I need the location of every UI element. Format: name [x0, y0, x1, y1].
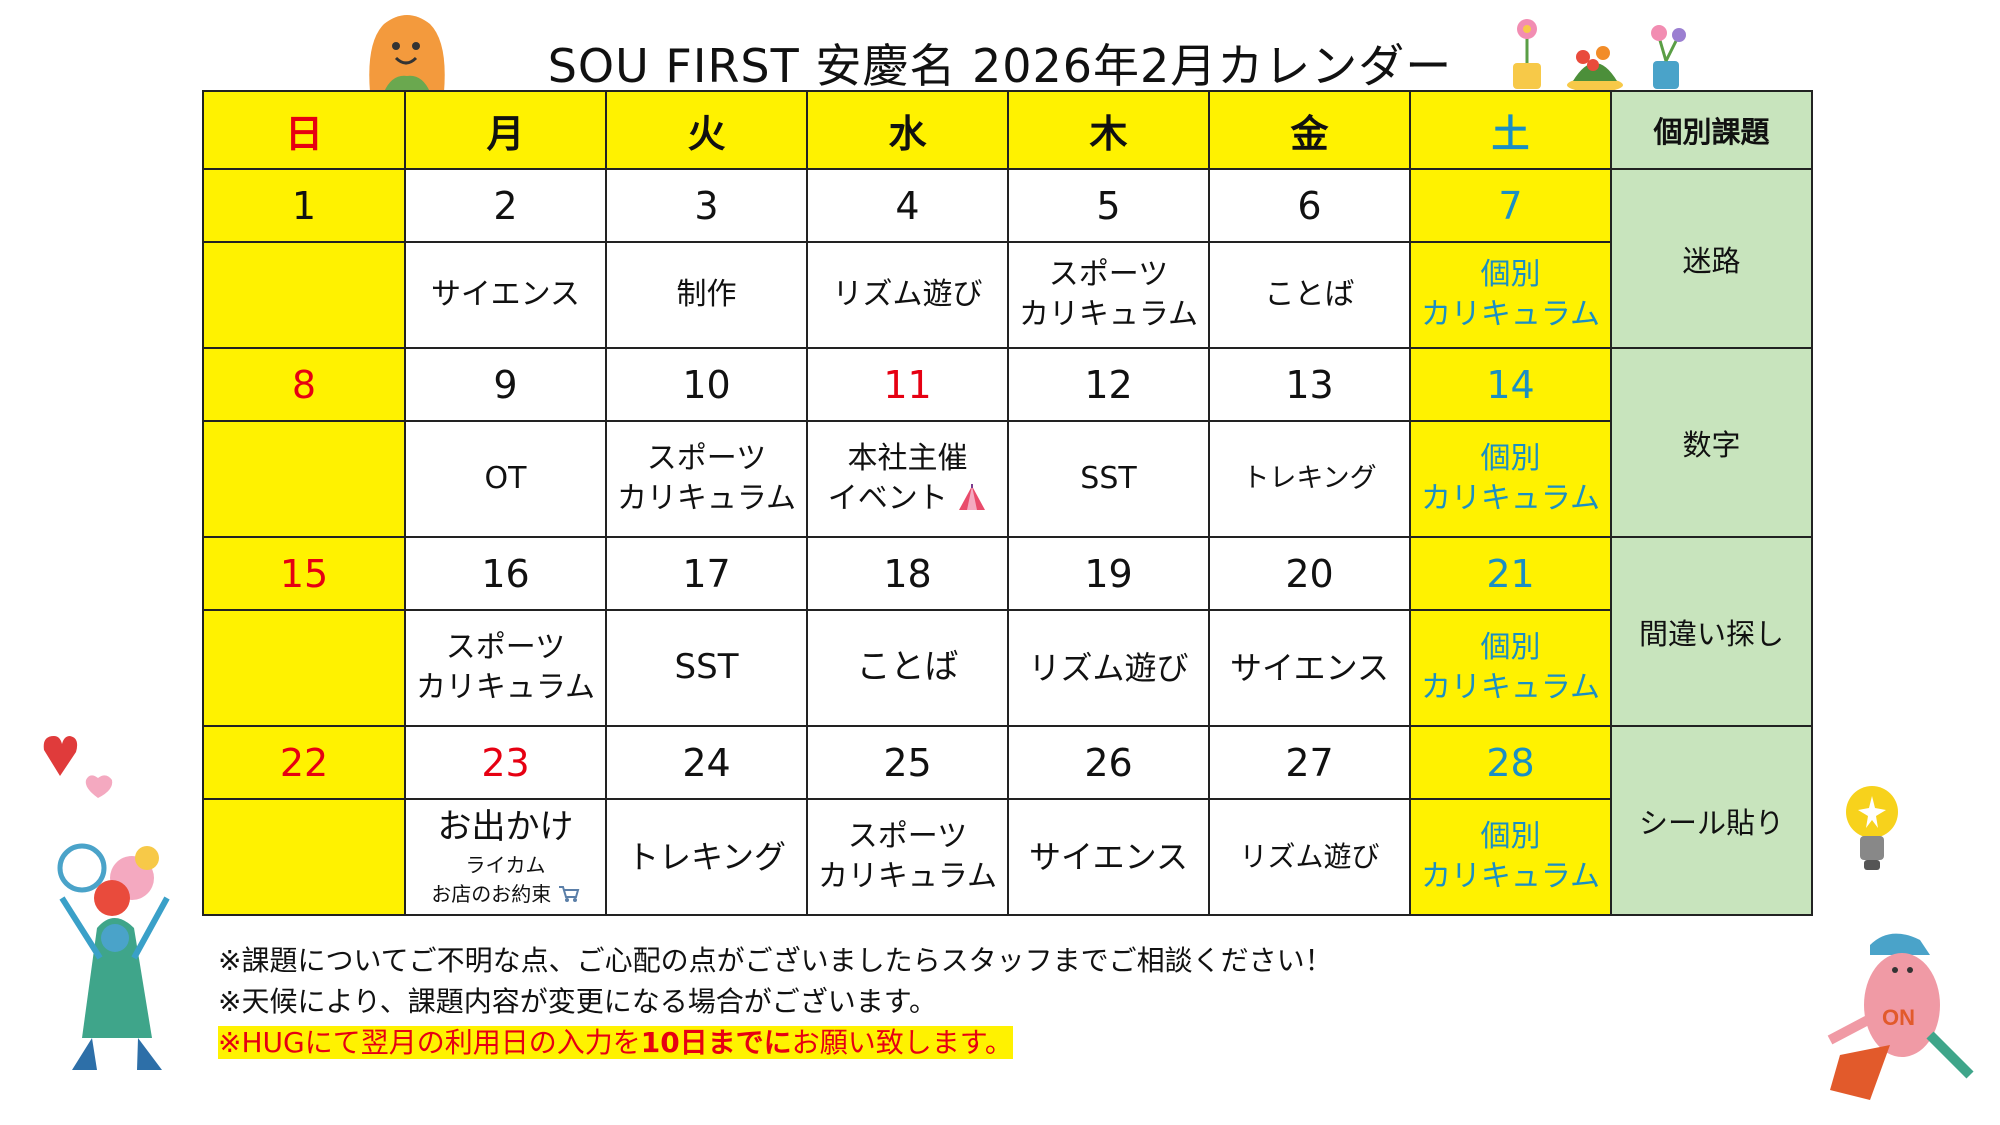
date-cell: 6: [1208, 168, 1411, 243]
activity-cell: サイエンス: [404, 241, 607, 349]
activity-cell: スポーツ カリキュラム: [605, 420, 808, 538]
activity-cell: 制作: [605, 241, 808, 349]
activity-cell: ことば: [806, 609, 1009, 727]
event-label: 本社主催 イベント: [827, 441, 968, 516]
activity-cell: 個別 カリキュラム: [1409, 798, 1612, 916]
activity-cell: トレキング: [1208, 420, 1411, 538]
activity-cell: サイエンス: [1208, 609, 1411, 727]
header-thursday: 木: [1007, 90, 1210, 170]
activity-cell: リズム遊び: [1007, 609, 1210, 727]
header-wednesday: 水: [806, 90, 1009, 170]
activity-cell: サイエンス: [1007, 798, 1210, 916]
date-cell: 27: [1208, 725, 1411, 800]
date-cell: 22: [202, 725, 406, 800]
date-cell: 11: [806, 347, 1009, 422]
header-friday: 金: [1208, 90, 1411, 170]
week-1-activities: サイエンス 制作 リズム遊び スポーツ カリキュラム ことば 個別 カリキュラム: [202, 241, 1812, 349]
date-cell: 7: [1409, 168, 1612, 243]
date-cell: 16: [404, 536, 607, 611]
date-cell: 23: [404, 725, 607, 800]
header-sunday: 日: [202, 90, 406, 170]
week-3-dates: 15 16 17 18 19 20 21 間違い探し: [202, 536, 1813, 727]
date-cell: 20: [1208, 536, 1411, 611]
empty-sunday-cell: [202, 609, 406, 727]
notes: ※課題についてご不明な点、ご心配の点がございましたらスタッフまでご相談ください！…: [218, 940, 1333, 1063]
activity-cell: 個別 カリキュラム: [1409, 241, 1612, 349]
date-cell: 13: [1208, 347, 1411, 422]
header-saturday: 土: [1409, 90, 1612, 170]
header-individual-task: 個別課題: [1610, 90, 1813, 170]
activity-cell: リズム遊び: [806, 241, 1009, 349]
circus-tent-icon: [959, 484, 986, 510]
activity-cell: スポーツ カリキュラム: [806, 798, 1009, 916]
date-cell: 2: [404, 168, 607, 243]
activity-cell: OT: [404, 420, 607, 538]
week-1-dates: 1 2 3 4 5 6 7 迷路: [202, 168, 1813, 349]
activity-cell: スポーツ カリキュラム: [1007, 241, 1210, 349]
date-cell: 21: [1409, 536, 1612, 611]
activity-cell-outing: お出かけ ライカム お店のお約束: [404, 798, 607, 916]
empty-sunday-cell: [202, 420, 406, 538]
date-cell: 17: [605, 536, 808, 611]
task-cell: 迷路: [1610, 168, 1813, 349]
week-4-activities: お出かけ ライカム お店のお約束 トレキング スポーツ カリキュラム サイエンス…: [202, 798, 1812, 916]
date-cell: 28: [1409, 725, 1612, 800]
week-4-dates: 22 23 24 25 26 27 28 シール貼り: [202, 725, 1813, 916]
header-monday: 月: [404, 90, 607, 170]
activity-cell: リズム遊び: [1208, 798, 1411, 916]
date-cell: 14: [1409, 347, 1612, 422]
date-cell: 25: [806, 725, 1009, 800]
orange-character-icon: [369, 15, 445, 92]
note-deadline: 10日までに: [640, 1026, 792, 1059]
activity-cell-event: 本社主催 イベント: [806, 420, 1009, 538]
week-3-activities: スポーツ カリキュラム SST ことば リズム遊び サイエンス 個別 カリキュラ…: [202, 609, 1812, 727]
flower-pots-icon: [1513, 19, 1686, 92]
note-line-3: ※HUGにて翌月の利用日の入力を10日までにお願い致します。: [218, 1022, 1333, 1063]
running-character-icon: ON: [1827, 933, 1974, 1100]
page-title: SOU FIRST 安慶名 2026年2月カレンダー: [547, 39, 1453, 93]
outing-detail: ライカム お店のお約束: [407, 851, 604, 909]
activity-cell: トレキング: [605, 798, 808, 916]
hearts-icon: [43, 736, 113, 798]
activity-cell: 個別 カリキュラム: [1409, 420, 1612, 538]
activity-cell: 個別 カリキュラム: [1409, 609, 1612, 727]
date-cell: 5: [1007, 168, 1210, 243]
date-cell: 8: [202, 347, 406, 422]
date-cell: 26: [1007, 725, 1210, 800]
date-cell: 19: [1007, 536, 1210, 611]
week-2-activities: OT スポーツ カリキュラム 本社主催 イベント SST トレキング 個別 カリ…: [202, 420, 1812, 538]
date-cell: 10: [605, 347, 808, 422]
note-highlight: ※HUGにて翌月の利用日の入力を10日までにお願い致します。: [218, 1026, 1013, 1059]
flower-kid-icon: [57, 843, 170, 1070]
date-cell: 15: [202, 536, 406, 611]
header-row: 日 月 火 水 木 金 土 個別課題: [202, 90, 1813, 170]
activity-cell: ことば: [1208, 241, 1411, 349]
note-line-1: ※課題についてご不明な点、ご心配の点がございましたらスタッフまでご相談ください！: [218, 944, 1333, 977]
note-line-2: ※天候により、課題内容が変更になる場合がございます。: [218, 985, 937, 1018]
activity-cell: SST: [605, 609, 808, 727]
date-cell: 18: [806, 536, 1009, 611]
task-cell: シール貼り: [1610, 725, 1813, 916]
date-cell: 9: [404, 347, 607, 422]
empty-sunday-cell: [202, 241, 406, 349]
task-cell: 数字: [1610, 347, 1813, 538]
task-cell: 間違い探し: [1610, 536, 1813, 727]
outing-label: お出かけ: [437, 807, 574, 848]
date-cell: 3: [605, 168, 808, 243]
empty-sunday-cell: [202, 798, 406, 916]
week-2-dates: 8 9 10 11 12 13 14 数字: [202, 347, 1813, 538]
lightbulb-icon: [1846, 786, 1898, 870]
calendar-table: 日 月 火 水 木 金 土 個別課題 1 2 3 4 5 6 7 迷路 サイエン…: [202, 90, 1813, 916]
activity-cell: スポーツ カリキュラム: [404, 609, 607, 727]
date-cell: 4: [806, 168, 1009, 243]
date-cell: 12: [1007, 347, 1210, 422]
shopping-cart-icon: [558, 885, 579, 902]
header-tuesday: 火: [605, 90, 808, 170]
svg-text:ON: ON: [1882, 1005, 1915, 1030]
activity-cell: SST: [1007, 420, 1210, 538]
date-cell: 1: [202, 168, 406, 243]
date-cell: 24: [605, 725, 808, 800]
